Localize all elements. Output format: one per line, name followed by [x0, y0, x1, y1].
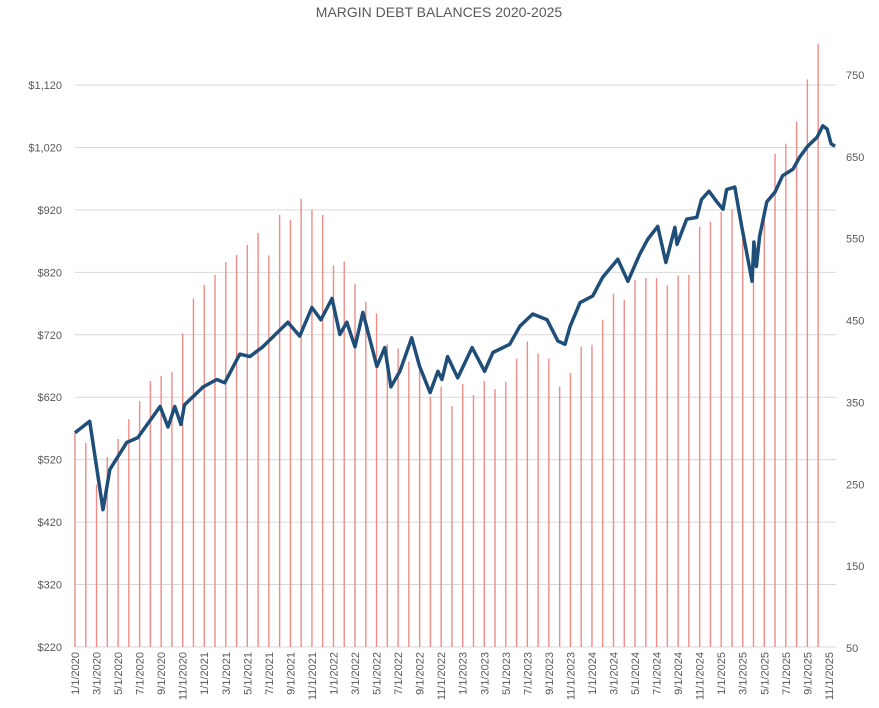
x-tick-label: 3/1/2025: [738, 652, 750, 695]
x-tick-label: 5/1/2025: [759, 652, 771, 695]
x-tick-label: 9/1/2021: [285, 652, 297, 695]
right-tick-label: 550: [846, 234, 864, 246]
x-tick-label: 5/1/2023: [501, 652, 513, 695]
x-axis: 1/1/2020 3/1/2020 5/1/2020 7/1/2020 9/1/2020…: [70, 652, 836, 700]
x-tick-label: 11/1/2024: [695, 652, 707, 700]
x-tick-label: 3/1/2021: [221, 652, 233, 695]
left-tick-label: $320: [38, 580, 62, 592]
x-tick-label: 7/1/2025: [781, 652, 793, 695]
chart-title: MARGIN DEBT BALANCES 2020-2025: [316, 4, 563, 20]
left-tick-label: $1,020: [28, 142, 62, 154]
x-tick-label: 1/1/2024: [587, 652, 599, 695]
x-tick-label: 5/1/2020: [113, 652, 125, 695]
x-tick-label: 11/1/2023: [565, 652, 577, 700]
x-tick-label: 9/1/2023: [544, 652, 556, 695]
right-tick-label: 250: [846, 479, 864, 491]
x-tick-label: 1/1/2022: [328, 652, 340, 695]
x-tick-label: 1/1/2020: [70, 652, 82, 695]
x-tick-label: 11/1/2025: [824, 652, 836, 700]
x-tick-label: 5/1/2022: [372, 652, 384, 695]
x-tick-label: 3/1/2022: [350, 652, 362, 695]
x-tick-label: 5/1/2024: [630, 652, 642, 695]
right-tick-label: 750: [846, 70, 864, 82]
x-tick-label: 7/1/2020: [135, 652, 147, 695]
right-tick-label: 450: [846, 316, 864, 328]
x-tick-label: 3/1/2024: [609, 652, 621, 695]
x-tick-label: 7/1/2023: [522, 652, 534, 695]
price-line-series: [73, 124, 836, 512]
right-tick-label: 50: [846, 643, 858, 655]
right-tick-label: 150: [846, 561, 864, 573]
left-tick-label: $220: [38, 642, 62, 654]
x-tick-label: 11/1/2022: [436, 652, 448, 700]
x-tick-label: 9/1/2020: [156, 652, 168, 695]
x-tick-label: 7/1/2021: [264, 652, 276, 695]
x-tick-label: 3/1/2023: [479, 652, 491, 695]
left-tick-label: $920: [38, 205, 62, 217]
left-tick-label: $620: [38, 392, 62, 404]
x-tick-label: 11/1/2021: [307, 652, 319, 700]
x-tick-label: 7/1/2024: [652, 652, 664, 695]
x-tick-label: 9/1/2024: [673, 652, 685, 695]
right-tick-label: 650: [846, 152, 864, 164]
left-axis: $220 $320 $420 $520 $620 $720 $820 $920 $1,020 $1…: [28, 80, 62, 654]
gridlines: [75, 84, 836, 648]
left-tick-label: $820: [38, 267, 62, 279]
right-axis: 50 150 250 350 450 550 650 750: [846, 70, 864, 655]
left-tick-label: $720: [38, 330, 62, 342]
left-tick-label: $1,120: [28, 80, 62, 92]
x-tick-label: 5/1/2021: [242, 652, 254, 695]
x-tick-label: 7/1/2022: [393, 652, 405, 695]
margin-debt-bars: [74, 43, 819, 647]
x-tick-label: 3/1/2020: [92, 652, 104, 695]
x-tick-label: 11/1/2020: [178, 652, 190, 700]
x-tick-label: 9/1/2022: [415, 652, 427, 695]
price-line: [73, 124, 836, 512]
right-tick-label: 350: [846, 397, 864, 409]
x-tick-label: 1/1/2023: [458, 652, 470, 695]
x-tick-label: 9/1/2025: [802, 652, 814, 695]
left-tick-label: $520: [38, 455, 62, 467]
x-tick-label: 1/1/2025: [716, 652, 728, 695]
left-tick-label: $420: [38, 517, 62, 529]
x-tick-label: 1/1/2021: [199, 652, 211, 695]
